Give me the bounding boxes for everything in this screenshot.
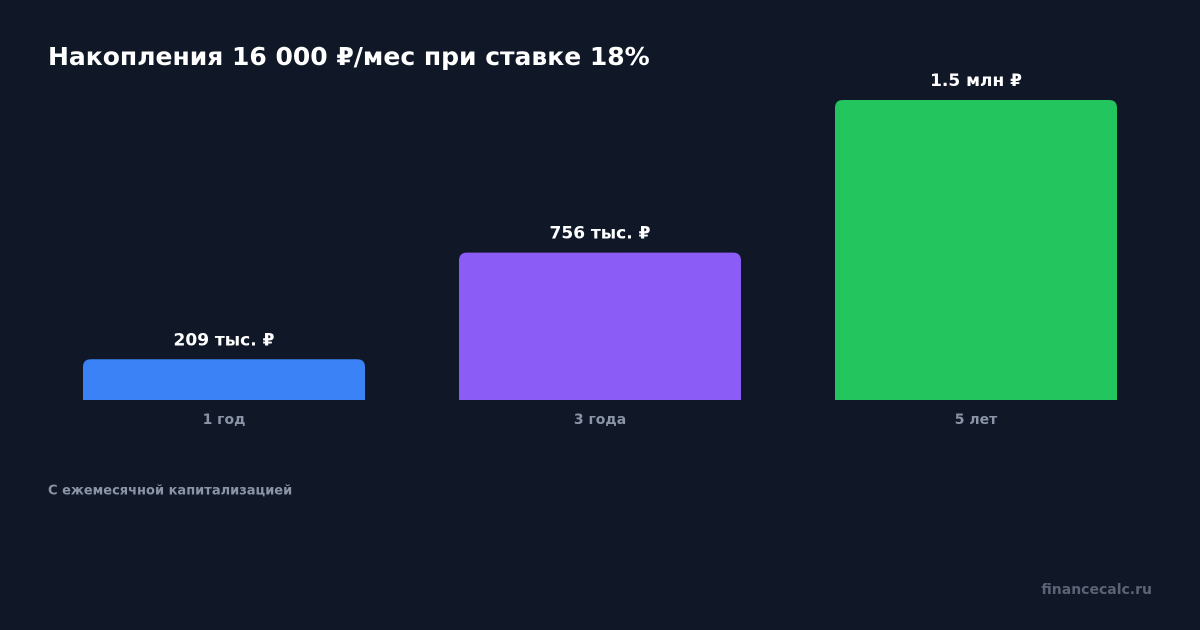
- bar: [459, 252, 741, 400]
- chart-title: Накопления 16 000 ₽/мес при ставке 18%: [48, 42, 650, 71]
- x-tick-label: 3 года: [574, 412, 626, 428]
- x-tick-label: 1 год: [203, 412, 246, 428]
- value-label: 1.5 млн ₽: [930, 71, 1022, 91]
- note: С ежемесячной капитализацией: [48, 484, 292, 499]
- bar: [83, 359, 365, 400]
- x-tick-label: 5 лет: [955, 412, 998, 428]
- value-label: 756 тыс. ₽: [550, 224, 651, 244]
- bar: [835, 100, 1117, 400]
- value-label: 209 тыс. ₽: [174, 330, 275, 350]
- watermark: financecalc.ru: [1041, 582, 1152, 598]
